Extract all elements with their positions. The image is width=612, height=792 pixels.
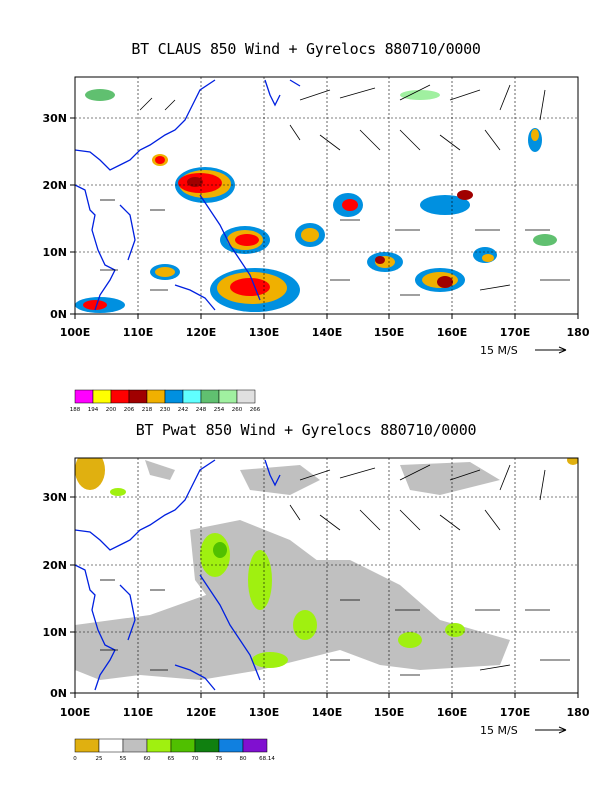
y-tick-label: 0N xyxy=(50,687,67,700)
legend-label: 80 xyxy=(240,756,247,762)
legend-label: 68.14 xyxy=(259,756,275,762)
legend-swatch xyxy=(98,738,124,753)
wind-vectors xyxy=(100,84,570,296)
legend-swatch xyxy=(146,738,172,753)
y-tick-label: 30N xyxy=(42,112,67,125)
legend-label: 218 xyxy=(142,407,153,413)
x-tick-label: 140E xyxy=(312,326,342,339)
vector-reference-label: 15 M/S xyxy=(480,724,518,737)
legend-label: 206 xyxy=(124,407,135,413)
legend-label: 194 xyxy=(88,407,99,413)
precipitable-water-shading xyxy=(75,458,578,680)
legend-label: 0 xyxy=(73,756,77,762)
x-tick-label: 150E xyxy=(374,706,404,719)
legend-label: 55 xyxy=(120,756,127,762)
y-tick-label: 20N xyxy=(42,559,67,572)
x-tick-label: 180 xyxy=(567,326,590,339)
vector-reference-label: 15 M/S xyxy=(480,344,518,357)
x-tick-label: 100E xyxy=(60,706,90,719)
x-tick-label: 140E xyxy=(312,706,342,719)
pwat-color-legend: 0 25 55 60 65 70 75 80 68.14 xyxy=(73,738,275,762)
y-tick-label: 0N xyxy=(50,308,67,321)
legend-label: 60 xyxy=(144,756,151,762)
legend-label: 65 xyxy=(168,756,175,762)
x-tick-label: 100E xyxy=(60,326,90,339)
x-tick-label: 130E xyxy=(249,326,279,339)
y-tick-label: 20N xyxy=(42,179,67,192)
y-tick-label: 10N xyxy=(42,246,67,259)
legend-label: 260 xyxy=(232,407,243,413)
legend-swatch xyxy=(242,738,268,753)
coastline xyxy=(75,79,301,311)
x-tick-label: 160E xyxy=(437,706,467,719)
legend-swatch xyxy=(194,738,220,753)
cloud-top-shading xyxy=(75,89,557,313)
x-tick-label: 150E xyxy=(374,326,404,339)
legend-label: 242 xyxy=(178,407,189,413)
legend-swatch xyxy=(122,738,148,753)
x-tick-label: 120E xyxy=(186,326,216,339)
bottom-panel-title: BT Pwat 850 Wind + Gyrelocs 880710/0000 xyxy=(135,421,477,439)
x-tick-label: 180 xyxy=(567,706,590,719)
top-panel-title: BT CLAUS 850 Wind + Gyrelocs 880710/0000 xyxy=(131,40,481,58)
x-tick-label: 110E xyxy=(123,706,153,719)
legend-label: 25 xyxy=(96,756,103,762)
vector-reference-arrow xyxy=(535,726,567,734)
legend-label: 200 xyxy=(106,407,117,413)
y-tick-label: 30N xyxy=(42,491,67,504)
y-tick-label: 10N xyxy=(42,626,67,639)
claus-wind-map: 100E 110E 120E 130E 140E 150E 160E 170E … xyxy=(42,76,590,357)
x-tick-label: 160E xyxy=(437,326,467,339)
legend-label: 248 xyxy=(196,407,207,413)
legend-swatch xyxy=(218,738,244,753)
x-tick-label: 120E xyxy=(186,706,216,719)
legend-label: 266 xyxy=(250,407,261,413)
legend-label: 70 xyxy=(192,756,199,762)
x-tick-label: 170E xyxy=(500,326,530,339)
x-tick-label: 170E xyxy=(500,706,530,719)
legend-label: 254 xyxy=(214,407,225,413)
coastline xyxy=(75,459,281,691)
legend-swatch xyxy=(170,738,196,753)
x-tick-label: 110E xyxy=(123,326,153,339)
legend-label: 188 xyxy=(70,407,81,413)
legend-swatch xyxy=(74,738,100,753)
legend-label: 75 xyxy=(216,756,223,762)
vector-reference-arrow xyxy=(535,346,567,354)
wind-vectors xyxy=(100,464,570,676)
x-tick-label: 130E xyxy=(249,706,279,719)
legend-label: 230 xyxy=(160,407,171,413)
